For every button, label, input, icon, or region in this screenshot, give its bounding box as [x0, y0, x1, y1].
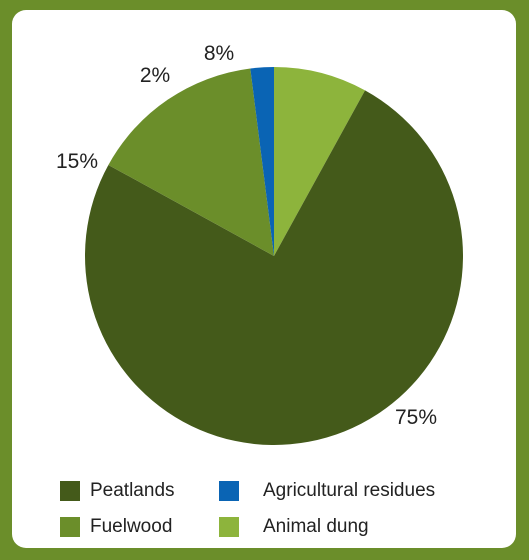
- pie-slice-animal-dung: [274, 67, 366, 256]
- pie-slice-agricultural-residues: [250, 67, 274, 256]
- pie-slice-fuelwood: [108, 68, 274, 257]
- data-label-agricultural-residues: 2%: [140, 64, 170, 87]
- data-label-peatlands: 75%: [395, 406, 437, 429]
- data-label-fuelwood: 15%: [56, 150, 98, 173]
- pie-slice-peatlands: [85, 90, 464, 446]
- data-label-animal-dung: 8%: [204, 42, 234, 65]
